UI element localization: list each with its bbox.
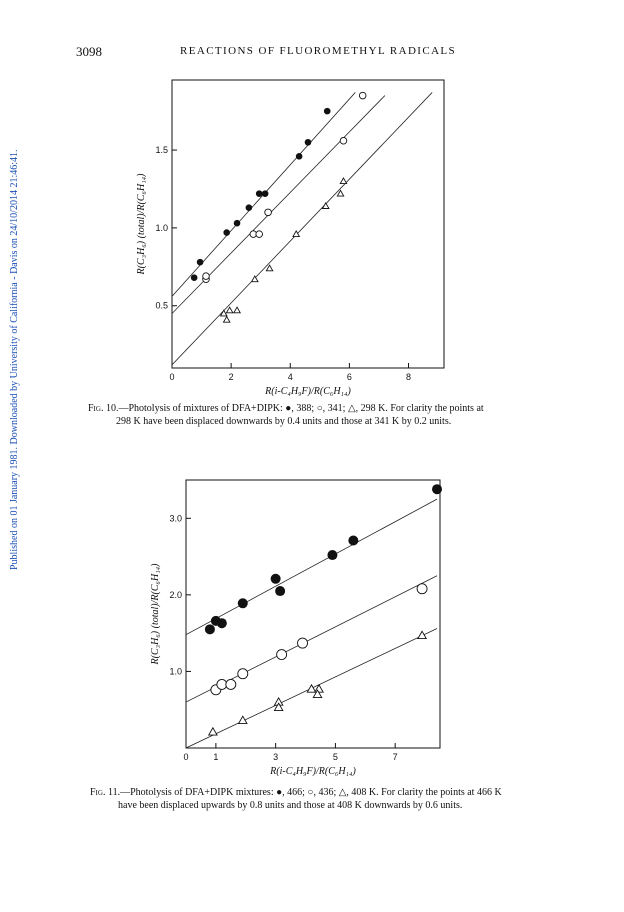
data-point-466 [237, 598, 248, 609]
x-tick-label: 2 [229, 372, 234, 382]
data-point-388 [223, 229, 230, 236]
data-point-298 [222, 315, 231, 323]
page-number: 3098 [76, 44, 102, 59]
figure-11-caption: Fig. 11.—Photolysis of DFA+DIPK mixtures… [90, 786, 570, 812]
data-point-298 [233, 306, 242, 314]
figure-11-label: Fig. 11. [90, 787, 121, 798]
y-tick-label: 1.5 [155, 145, 168, 155]
data-point-408 [306, 683, 317, 693]
figure-11-caption-line2: have been displaced upwards by 0.8 units… [118, 800, 463, 811]
running-title: REACTIONS OF FLUOROMETHYL RADICALS [180, 45, 457, 57]
data-point-436 [297, 637, 308, 649]
y-tick-label: 0.5 [155, 301, 168, 311]
fit-line-466 [186, 498, 438, 636]
figure-10-caption-line2: 298 K have been displaced downwards by 0… [116, 416, 452, 427]
data-point-388 [295, 152, 303, 160]
x-tick-label: 6 [347, 372, 352, 382]
data-point-388 [255, 190, 263, 197]
data-point-436 [216, 678, 228, 690]
data-point-388 [245, 204, 253, 211]
figure-10-chart: 0 2 4 6 8 0.5 1.0 1.5 R(i-C₄H₉F)/R(C₆H₁₄) R(C₃H₆)… [136, 79, 445, 397]
y-tick-label: 1.0 [155, 223, 168, 233]
data-point-466 [327, 550, 338, 561]
x-tick-label: 4 [288, 372, 293, 382]
figure-11-chart: 0 1 3 5 7 1.0 2.0 3.0 R(i-C₄H₉F)/R(C₆H₁₄) R(C₃H₆)… [150, 479, 443, 777]
plot-area: 0 1 3 5 7 1.0 2.0 3.0 R(i-C₄H₉F)/R(C₆H₁₄) R(C₃H₆)… [150, 479, 443, 777]
data-point-408 [273, 702, 284, 712]
data-point-298 [250, 275, 259, 283]
data-point-466 [348, 535, 359, 546]
data-point-408 [207, 726, 218, 736]
plot-frame [185, 479, 441, 749]
x-tick-label: 0 [183, 752, 188, 762]
plot-area: 0 2 4 6 8 0.5 1.0 1.5 R(i-C₄H₉F)/R(C₆H₁₄) R(C₃H₆)… [136, 79, 445, 397]
data-point-298 [225, 306, 234, 314]
data-point-466 [432, 484, 443, 495]
data-point-298 [292, 230, 301, 237]
data-point-436 [416, 583, 428, 595]
x-tick-label: 0 [169, 372, 174, 382]
data-point-298 [336, 189, 345, 197]
data-point-408 [417, 630, 428, 640]
x-tick-label: 3 [273, 752, 278, 762]
data-point-408 [312, 689, 323, 699]
fit-line-298 [172, 92, 433, 366]
data-point-341 [264, 208, 272, 217]
data-point-341 [358, 91, 367, 100]
data-point-466 [216, 618, 227, 629]
y-tick-label: 3.0 [169, 513, 182, 523]
y-axis-label: R(C₃H₆) (total)/R(C₆H₁₄) [136, 173, 147, 276]
figure-10-label: Fig. 10. [88, 403, 119, 414]
data-point-388 [196, 258, 204, 266]
x-tick-label: 7 [393, 752, 398, 762]
x-tick-label: 1 [213, 752, 218, 762]
plot-frame [171, 79, 445, 369]
y-axis-label: R(C₃H₆) (total)/R(C₆H₁₄) [150, 563, 161, 666]
y-tick-label: 1.0 [169, 666, 182, 676]
data-point-466 [275, 586, 286, 597]
data-point-388 [304, 138, 312, 146]
data-point-298 [265, 264, 274, 272]
data-point-466 [270, 573, 281, 584]
data-point-388 [323, 107, 331, 115]
figure-11-caption-line1: —Photolysis of DFA+DIPK mixtures: ●, 466… [120, 787, 502, 798]
download-notice: Published on 01 January 1981. Downloaded… [9, 149, 20, 570]
data-point-388 [261, 190, 269, 197]
x-tick-label: 8 [406, 372, 411, 382]
download-notice-text: Published on 01 January 1981. Downloaded… [9, 149, 20, 570]
data-point-408 [237, 715, 248, 725]
data-point-341 [255, 230, 263, 238]
data-point-388 [190, 274, 198, 282]
data-point-298 [219, 309, 228, 317]
data-point-436 [276, 649, 288, 661]
data-point-298 [339, 177, 348, 185]
x-axis-label: R(i-C₄H₉F)/R(C₆H₁₄) [269, 766, 356, 777]
x-tick-label: 5 [333, 752, 338, 762]
y-tick-label: 2.0 [169, 590, 182, 600]
data-point-341 [339, 136, 348, 145]
data-point-436 [225, 678, 237, 690]
data-point-298 [321, 201, 330, 209]
data-point-388 [233, 219, 241, 227]
data-point-341 [202, 272, 210, 280]
figure-10-caption: Fig. 10.—Photolysis of mixtures of DFA+D… [88, 402, 568, 428]
data-point-466 [204, 624, 215, 635]
x-axis-label: R(i-C₄H₉F)/R(C₆H₁₄) [264, 386, 351, 397]
figure-10-caption-line1: —Photolysis of mixtures of DFA+DIPK: ●, … [118, 403, 484, 414]
data-point-436 [237, 668, 249, 680]
